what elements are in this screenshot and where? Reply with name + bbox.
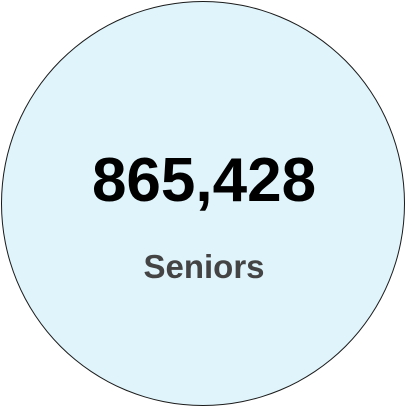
stat-label: Seniors <box>143 248 265 285</box>
stat-value: 865,428 <box>91 146 317 215</box>
